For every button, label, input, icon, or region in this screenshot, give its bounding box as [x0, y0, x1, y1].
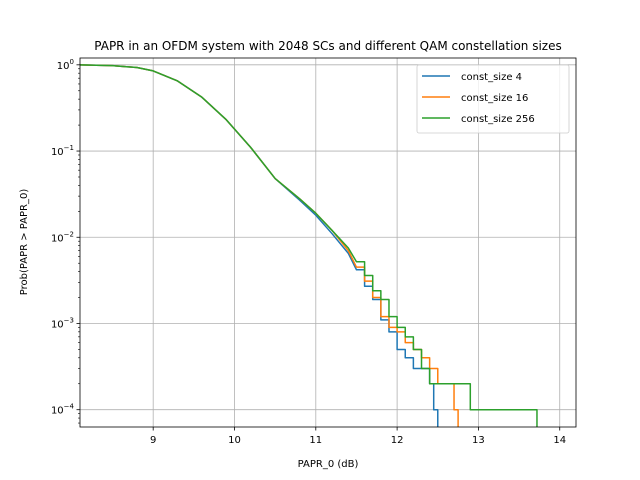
- x-tick-label: 11: [309, 435, 322, 446]
- y-tick-label: 10−4: [51, 403, 75, 417]
- y-tick-label: 10−3: [51, 316, 74, 330]
- y-tick-label: 10−2: [51, 230, 74, 244]
- legend-label: const_size 16: [461, 93, 528, 104]
- series-line: [80, 64, 538, 427]
- x-tick-label: 12: [391, 435, 404, 446]
- y-axis-label: Prob(PAPR > PAPR_0): [19, 189, 30, 296]
- x-tick-label: 14: [553, 435, 566, 446]
- plot-series: [80, 64, 538, 427]
- x-tick-label: 10: [228, 435, 241, 446]
- y-tick-label: 10−1: [51, 144, 74, 158]
- plot-frame: [79, 57, 577, 428]
- legend: const_size 4 const_size 16 const_size 256: [416, 64, 570, 134]
- legend-label: const_size 256: [461, 114, 535, 125]
- x-tick-label: 9: [150, 435, 156, 446]
- x-tick-label: 13: [472, 435, 485, 446]
- legend-box: [416, 64, 570, 134]
- legend-label: const_size 4: [461, 72, 522, 83]
- x-axis-label: PAPR_0 (dB): [298, 459, 359, 470]
- chart-title: PAPR in an OFDM system with 2048 SCs and…: [94, 39, 561, 53]
- y-tick-label: 100: [57, 58, 74, 72]
- axis-ticks: 9 10 11 12 13 14 10−4 10−3 10−2 10−1 100: [51, 58, 566, 446]
